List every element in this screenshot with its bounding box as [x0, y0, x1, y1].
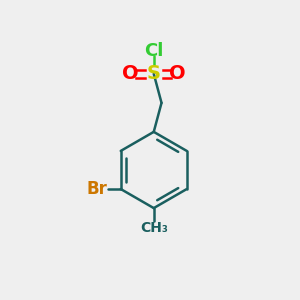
Text: O: O — [122, 64, 139, 83]
Text: S: S — [147, 64, 161, 83]
Text: CH₃: CH₃ — [140, 221, 168, 235]
Text: O: O — [169, 64, 185, 83]
Text: Br: Br — [86, 180, 107, 198]
Text: Cl: Cl — [144, 42, 164, 60]
